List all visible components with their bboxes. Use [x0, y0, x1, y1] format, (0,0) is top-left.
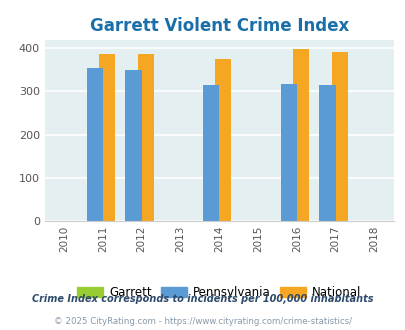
Bar — [331, 52, 347, 221]
Text: © 2025 CityRating.com - https://www.cityrating.com/crime-statistics/: © 2025 CityRating.com - https://www.city… — [54, 317, 351, 326]
Legend: Garrett, Pennsylvania, National: Garrett, Pennsylvania, National — [72, 281, 365, 304]
Bar — [125, 70, 141, 221]
Text: Crime Index corresponds to incidents per 100,000 inhabitants: Crime Index corresponds to incidents per… — [32, 294, 373, 304]
Bar — [137, 54, 153, 221]
Bar — [86, 68, 102, 221]
Bar — [215, 59, 231, 221]
Bar — [292, 49, 308, 221]
Bar — [319, 85, 335, 221]
Title: Garrett Violent Crime Index: Garrett Violent Crime Index — [90, 17, 348, 35]
Bar — [202, 85, 219, 221]
Bar — [280, 84, 296, 221]
Bar — [98, 54, 115, 221]
